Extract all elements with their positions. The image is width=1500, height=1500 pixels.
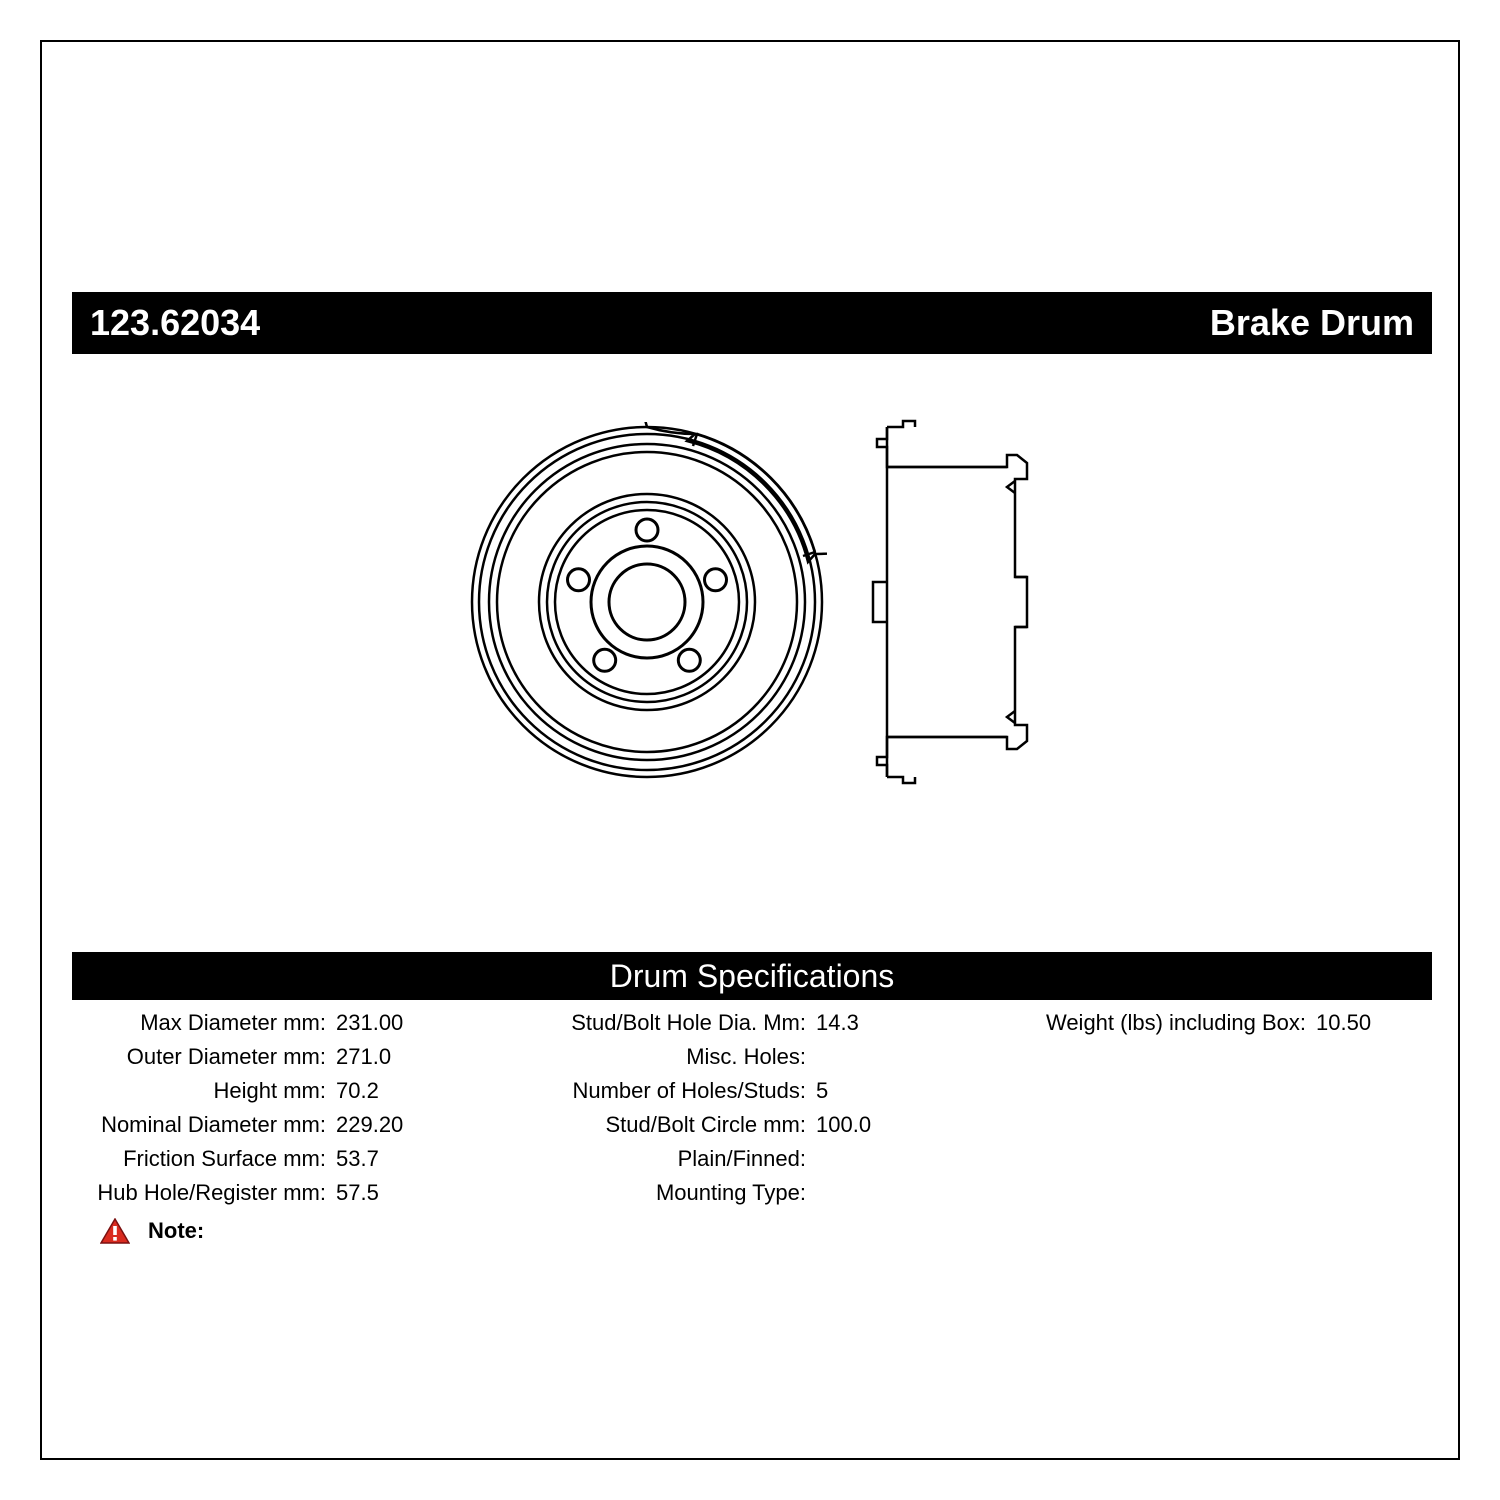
spec-row: Number of Holes/Studs:5 — [512, 1078, 992, 1112]
spec-section-title: Drum Specifications — [610, 958, 895, 995]
spec-row: Weight (lbs) including Box:10.50 — [992, 1010, 1432, 1044]
diagram-area — [72, 372, 1432, 832]
product-name: Brake Drum — [1210, 302, 1414, 344]
spec-row: Height mm:70.2 — [72, 1078, 512, 1112]
spec-value: 229.20 — [332, 1112, 403, 1138]
spec-label: Misc. Holes: — [512, 1044, 812, 1070]
spec-label: Hub Hole/Register mm: — [72, 1180, 332, 1206]
spec-column-2: Stud/Bolt Hole Dia. Mm:14.3 Misc. Holes:… — [512, 1010, 992, 1214]
spec-column-3: Weight (lbs) including Box:10.50 — [992, 1010, 1432, 1214]
note-label: Note: — [148, 1218, 204, 1244]
brake-drum-front-view — [467, 422, 827, 782]
spec-row: Max Diameter mm:231.00 — [72, 1010, 512, 1044]
brake-drum-side-view — [867, 417, 1037, 787]
spec-row: Outer Diameter mm:271.0 — [72, 1044, 512, 1078]
spec-label: Friction Surface mm: — [72, 1146, 332, 1172]
spec-value: 271.0 — [332, 1044, 391, 1070]
spec-label: Stud/Bolt Circle mm: — [512, 1112, 812, 1138]
spec-row: Misc. Holes: — [512, 1044, 992, 1078]
spec-row: Mounting Type: — [512, 1180, 992, 1214]
spec-value: 53.7 — [332, 1146, 379, 1172]
part-number: 123.62034 — [90, 302, 260, 344]
spec-value: 14.3 — [812, 1010, 859, 1036]
note-row: Note: — [100, 1218, 204, 1244]
spec-label: Outer Diameter mm: — [72, 1044, 332, 1070]
spec-label: Nominal Diameter mm: — [72, 1112, 332, 1138]
spec-row: Stud/Bolt Circle mm:100.0 — [512, 1112, 992, 1146]
spec-value: 70.2 — [332, 1078, 379, 1104]
header-bar: 123.62034 Brake Drum — [72, 292, 1432, 354]
spec-value: 100.0 — [812, 1112, 871, 1138]
spec-value: 57.5 — [332, 1180, 379, 1206]
spec-label: Weight (lbs) including Box: — [992, 1010, 1312, 1036]
warning-icon — [100, 1218, 130, 1244]
spec-row: Stud/Bolt Hole Dia. Mm:14.3 — [512, 1010, 992, 1044]
spec-label: Number of Holes/Studs: — [512, 1078, 812, 1104]
spec-value: 231.00 — [332, 1010, 403, 1036]
spec-value: 10.50 — [1312, 1010, 1371, 1036]
spec-grid: Max Diameter mm:231.00 Outer Diameter mm… — [72, 1010, 1432, 1214]
spec-label: Max Diameter mm: — [72, 1010, 332, 1036]
spec-label: Mounting Type: — [512, 1180, 812, 1206]
spec-label: Stud/Bolt Hole Dia. Mm: — [512, 1010, 812, 1036]
spec-sheet: 123.62034 Brake Drum — [40, 40, 1460, 1460]
spec-label: Height mm: — [72, 1078, 332, 1104]
spec-row: Plain/Finned: — [512, 1146, 992, 1180]
spec-row: Hub Hole/Register mm:57.5 — [72, 1180, 512, 1214]
spec-section-header: Drum Specifications — [72, 952, 1432, 1000]
spec-row: Friction Surface mm:53.7 — [72, 1146, 512, 1180]
spec-column-1: Max Diameter mm:231.00 Outer Diameter mm… — [72, 1010, 512, 1214]
spec-value: 5 — [812, 1078, 828, 1104]
spec-row: Nominal Diameter mm:229.20 — [72, 1112, 512, 1146]
spec-label: Plain/Finned: — [512, 1146, 812, 1172]
